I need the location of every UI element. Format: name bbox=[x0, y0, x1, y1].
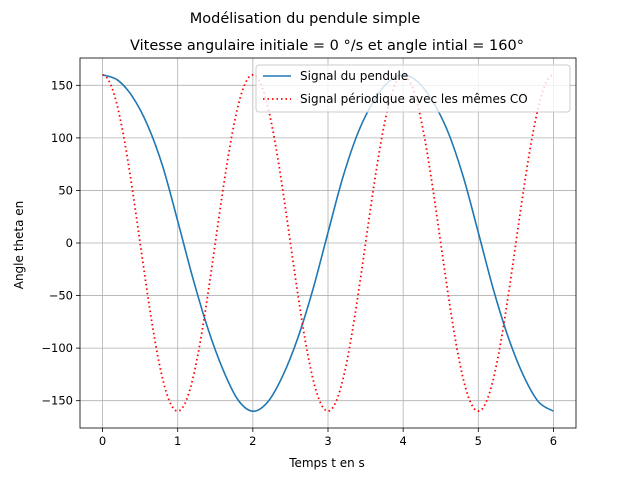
x-tick-label: 3 bbox=[324, 434, 331, 448]
axis-ticks: 0 1 2 3 4 5 6 −150 −100 −50 0 50 100 150 bbox=[41, 78, 557, 448]
y-axis-label: Angle theta en bbox=[12, 201, 26, 290]
legend-box bbox=[255, 64, 571, 113]
y-tick-label: 0 bbox=[66, 236, 73, 250]
y-tick-label: −100 bbox=[41, 341, 73, 355]
chart-title: Vitesse angulaire initiale = 0 °/s et an… bbox=[130, 38, 524, 54]
series-line-periodique bbox=[102, 73, 554, 413]
series-line-pendule bbox=[102, 74, 554, 412]
x-tick-label: 5 bbox=[475, 434, 482, 448]
legend: Signal du pendule Signal périodique avec… bbox=[255, 64, 571, 113]
x-tick-label: 2 bbox=[249, 434, 256, 448]
y-tick-label: −50 bbox=[49, 289, 73, 303]
x-tick-label: 1 bbox=[174, 434, 181, 448]
x-tick-label: 0 bbox=[99, 434, 106, 448]
plot-area bbox=[102, 73, 554, 413]
y-tick-label: −150 bbox=[41, 394, 73, 408]
x-tick-label: 4 bbox=[399, 434, 406, 448]
legend-label-periodique: Signal périodique avec les mêmes CO bbox=[300, 92, 528, 106]
x-tick-label: 6 bbox=[550, 434, 557, 448]
y-tick-label: 100 bbox=[51, 131, 73, 145]
x-axis-label: Temps t en s bbox=[288, 456, 365, 470]
chart-suptitle: Modélisation du pendule simple bbox=[190, 11, 421, 27]
legend-label-pendule: Signal du pendule bbox=[300, 69, 408, 83]
y-tick-label: 50 bbox=[58, 183, 73, 197]
y-tick-label: 150 bbox=[51, 78, 73, 92]
